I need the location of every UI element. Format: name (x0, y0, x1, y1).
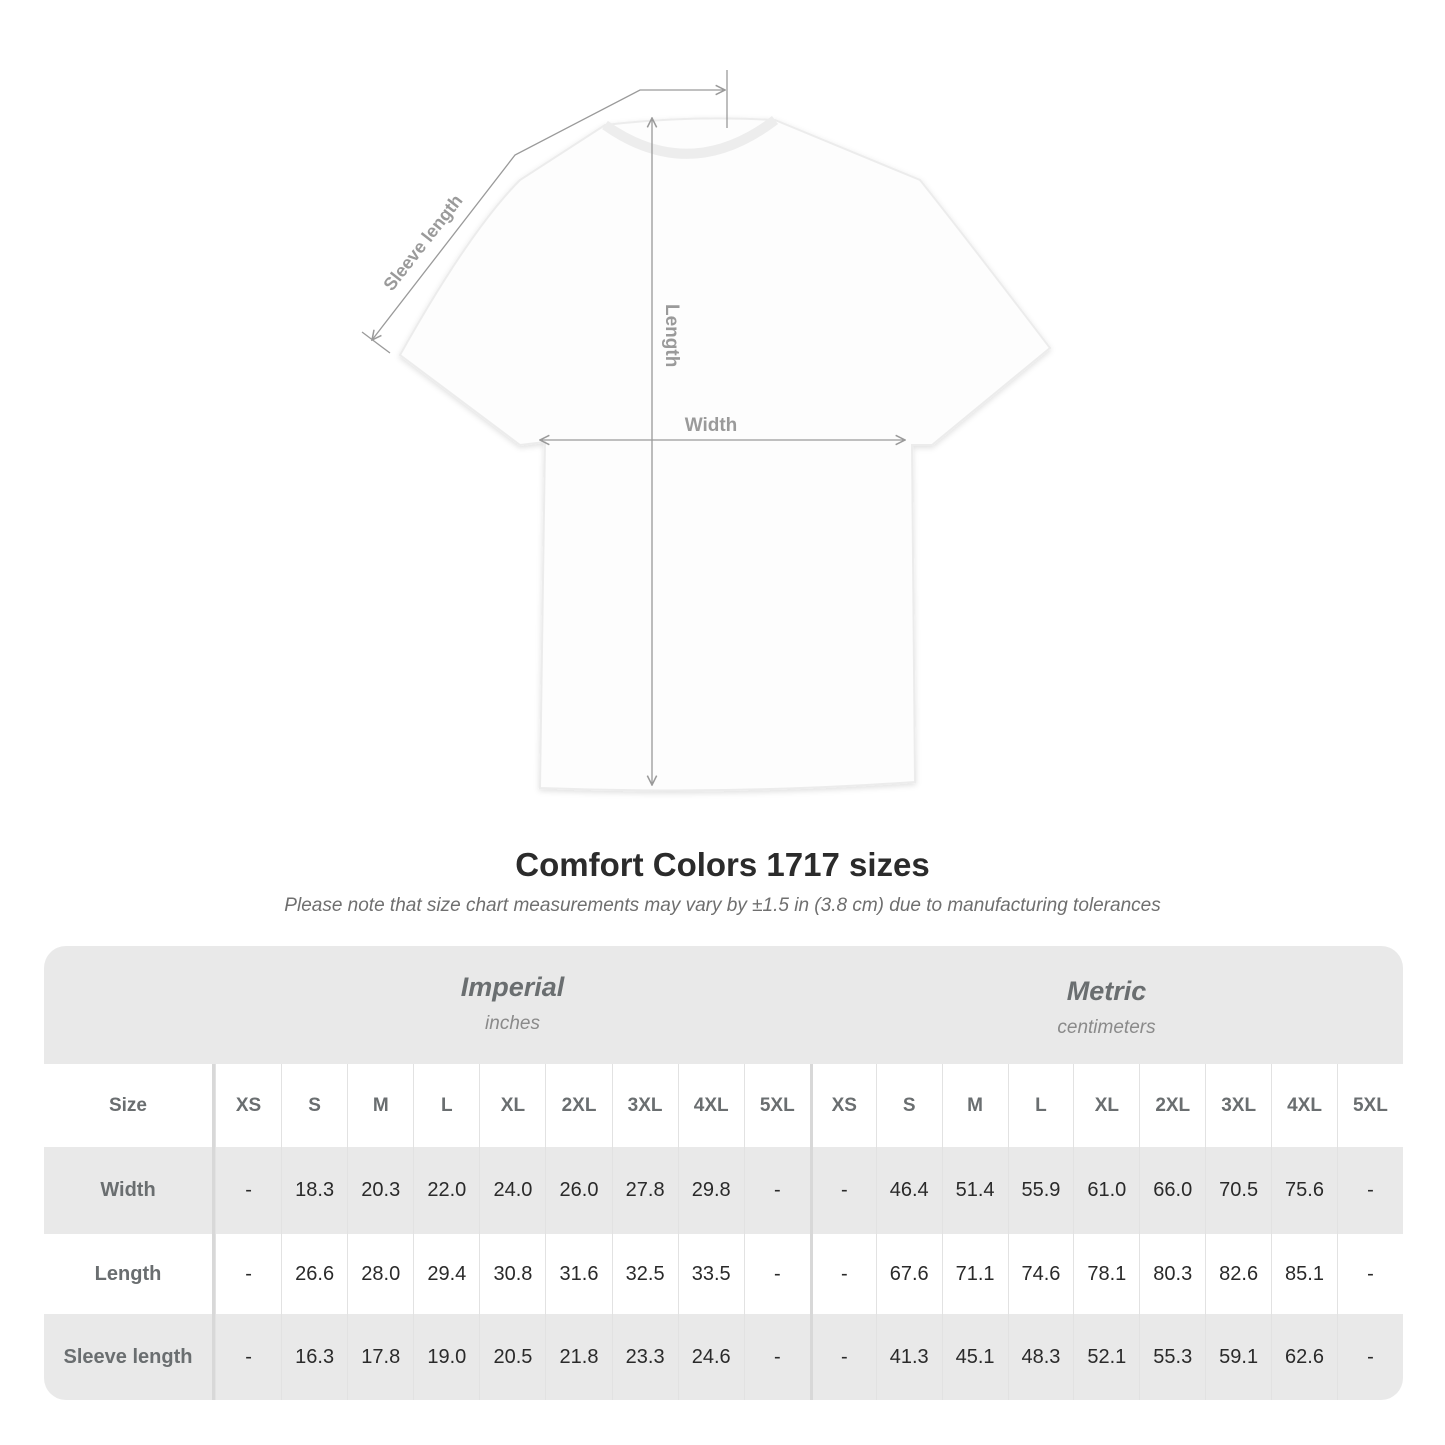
table-cell: - (743, 1234, 810, 1314)
tshirt-body (398, 117, 1052, 792)
table-cell: - (1336, 1314, 1403, 1400)
table-cell: 24.6 (677, 1314, 744, 1400)
size-header-row: Size XS S M L XL 2XL 3XL 4XL 5XL XS S M L XL 2XL 3XL 4XL 5… (44, 1064, 1403, 1147)
row-label: Width (44, 1147, 215, 1234)
table-cell: 82.6 (1205, 1234, 1271, 1314)
size-header-cell: XL (1073, 1064, 1139, 1147)
table-cell: 27.8 (611, 1147, 678, 1234)
table-cell: 67.6 (875, 1234, 942, 1314)
table-cell: 21.8 (545, 1314, 611, 1400)
table-cell: 70.5 (1205, 1147, 1271, 1234)
table-cell: - (743, 1147, 810, 1234)
table-cell: 66.0 (1139, 1147, 1205, 1234)
size-header-cell: L (413, 1064, 479, 1147)
size-header-cell: 2XL (545, 1064, 611, 1147)
table-cell: 61.0 (1073, 1147, 1139, 1234)
tolerance-note: Please note that size chart measurements… (284, 895, 1161, 916)
table-cell: 51.4 (941, 1147, 1008, 1234)
row-label: Length (44, 1234, 215, 1314)
group-header-band: Imperial inches Metric centimeters (44, 946, 1403, 1064)
table-cell: - (1336, 1234, 1403, 1314)
size-header-cell: 2XL (1139, 1064, 1205, 1147)
table-cell: - (215, 1314, 281, 1400)
size-header-cell: XS (809, 1064, 876, 1147)
table-cell: 45.1 (941, 1314, 1008, 1400)
table-cell: 29.4 (413, 1234, 479, 1314)
size-header-cell: 3XL (611, 1064, 678, 1147)
table-cell: 24.0 (479, 1147, 545, 1234)
size-table: Imperial inches Metric centimeters Size X… (44, 946, 1403, 1400)
table-cell: 71.1 (941, 1234, 1008, 1314)
group-title: Metric (1066, 976, 1147, 1006)
table-row: Length -26.6 28.0 29.4 30.8 31.6 32.5 33.5- -67.… (44, 1234, 1403, 1314)
table-row: Width -18.3 20.3 22.0 24.0 26.0 27.8 29.8- -46.4… (44, 1147, 1403, 1234)
table-cell: - (809, 1314, 876, 1400)
table-cell: 26.0 (545, 1147, 611, 1234)
table-cell: - (809, 1147, 876, 1234)
table-cell: - (809, 1234, 876, 1314)
table-cell: 31.6 (545, 1234, 611, 1314)
size-header-cell: M (941, 1064, 1008, 1147)
table-cell: 80.3 (1139, 1234, 1205, 1314)
size-header-cell: 5XL (743, 1064, 810, 1147)
table-cell: 48.3 (1007, 1314, 1074, 1400)
table-cell: 62.6 (1271, 1314, 1337, 1400)
table-cell: 18.3 (281, 1147, 347, 1234)
size-header-cell: S (875, 1064, 942, 1147)
size-header-cell: 5XL (1336, 1064, 1403, 1147)
table-cell: 16.3 (281, 1314, 347, 1400)
table-cell: 33.5 (677, 1234, 744, 1314)
table-cell: 55.3 (1139, 1314, 1205, 1400)
table-cell: 22.0 (413, 1147, 479, 1234)
row-label: Size (44, 1064, 215, 1147)
table-cell: 55.9 (1007, 1147, 1074, 1234)
table-cell: 30.8 (479, 1234, 545, 1314)
table-cell: 29.8 (677, 1147, 744, 1234)
table-cell: 85.1 (1271, 1234, 1337, 1314)
group-imperial: Imperial inches (215, 946, 810, 1064)
table-cell: - (743, 1314, 810, 1400)
group-metric: Metric centimeters (810, 946, 1403, 1064)
table-row: Sleeve length -16.3 17.8 19.0 20.5 21.8 23.3 24… (44, 1314, 1403, 1400)
table-cell: 32.5 (611, 1234, 678, 1314)
size-header-cell: S (281, 1064, 347, 1147)
table-cell: 19.0 (413, 1314, 479, 1400)
table-cell: 41.3 (875, 1314, 942, 1400)
table-cell: 75.6 (1271, 1147, 1337, 1234)
table-cell: 46.4 (875, 1147, 942, 1234)
table-cell: 23.3 (611, 1314, 678, 1400)
table-cell: 74.6 (1007, 1234, 1074, 1314)
size-header-cell: 4XL (1271, 1064, 1337, 1147)
group-title: Imperial (460, 972, 565, 1002)
table-cell: 78.1 (1073, 1234, 1139, 1314)
length-label: Length (661, 304, 682, 367)
size-header-cell: XL (479, 1064, 545, 1147)
row-label: Sleeve length (44, 1314, 215, 1400)
chart-title: Comfort Colors 1717 sizes (515, 846, 930, 883)
size-header-cell: 3XL (1205, 1064, 1271, 1147)
table-cell: 20.5 (479, 1314, 545, 1400)
table-cell: 28.0 (347, 1234, 413, 1314)
group-unit: centimeters (1057, 1017, 1156, 1038)
size-header-cell: XS (215, 1064, 281, 1147)
table-cell: - (1336, 1147, 1403, 1234)
table-cell: - (215, 1234, 281, 1314)
width-label: Width (685, 415, 738, 436)
size-header-cell: L (1007, 1064, 1074, 1147)
size-header-cell: 4XL (677, 1064, 744, 1147)
group-unit: inches (485, 1013, 540, 1034)
table-cell: 26.6 (281, 1234, 347, 1314)
size-header-cell: M (347, 1064, 413, 1147)
table-cell: - (215, 1147, 281, 1234)
table-cell: 52.1 (1073, 1314, 1139, 1400)
table-cell: 17.8 (347, 1314, 413, 1400)
table-cell: 59.1 (1205, 1314, 1271, 1400)
table-cell: 20.3 (347, 1147, 413, 1234)
sleeve-line (372, 90, 725, 340)
tshirt-diagram: Sleeve length Length Width (361, 70, 1052, 792)
